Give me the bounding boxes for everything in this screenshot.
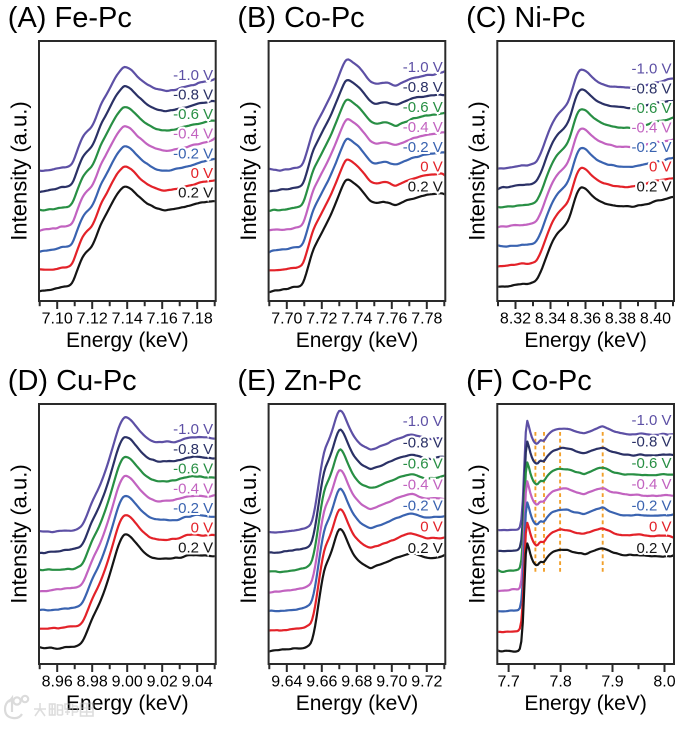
svg-text:-0.4 V: -0.4 V bbox=[403, 477, 443, 494]
svg-text:9.00: 9.00 bbox=[112, 674, 143, 691]
svg-text:Intensity (a.u.): Intensity (a.u.) bbox=[465, 464, 490, 603]
svg-text:-0.2 V: -0.2 V bbox=[631, 497, 671, 514]
svg-text:-0.2 V: -0.2 V bbox=[173, 145, 213, 162]
svg-text:7.8: 7.8 bbox=[549, 674, 571, 691]
svg-text:0.2 V: 0.2 V bbox=[408, 179, 443, 196]
svg-text:7.10: 7.10 bbox=[42, 311, 73, 328]
svg-text:(F) Co-Pc: (F) Co-Pc bbox=[466, 365, 592, 397]
svg-text:7.72: 7.72 bbox=[306, 311, 337, 328]
svg-text:-0.4 V: -0.4 V bbox=[631, 476, 671, 493]
svg-text:0.2 V: 0.2 V bbox=[178, 185, 213, 202]
svg-text:-0.4 V: -0.4 V bbox=[403, 119, 443, 136]
svg-text:8.98: 8.98 bbox=[77, 674, 108, 691]
svg-text:-0.6 V: -0.6 V bbox=[173, 461, 213, 478]
svg-text:7.12: 7.12 bbox=[77, 311, 108, 328]
svg-text:Intensity (a.u.): Intensity (a.u.) bbox=[6, 101, 31, 240]
svg-text:Energy (keV): Energy (keV) bbox=[66, 692, 189, 715]
svg-text:-0.8 V: -0.8 V bbox=[631, 80, 671, 97]
svg-text:0 V: 0 V bbox=[191, 165, 214, 182]
svg-text:7.76: 7.76 bbox=[376, 311, 407, 328]
svg-text:7.78: 7.78 bbox=[411, 311, 442, 328]
svg-text:0.2 V: 0.2 V bbox=[178, 539, 213, 556]
svg-text:-0.6 V: -0.6 V bbox=[173, 106, 213, 123]
svg-text:Intensity (a.u.): Intensity (a.u.) bbox=[465, 101, 490, 240]
svg-text:7.18: 7.18 bbox=[182, 311, 213, 328]
svg-text:-0.8 V: -0.8 V bbox=[403, 434, 443, 451]
svg-text:0 V: 0 V bbox=[420, 159, 443, 176]
svg-text:-1.0 V: -1.0 V bbox=[173, 421, 213, 438]
svg-text:Energy (keV): Energy (keV) bbox=[66, 329, 189, 352]
svg-text:-0.4 V: -0.4 V bbox=[173, 126, 213, 143]
svg-text:Energy (keV): Energy (keV) bbox=[524, 692, 647, 715]
svg-text:9.72: 9.72 bbox=[411, 674, 442, 691]
svg-text:-0.8 V: -0.8 V bbox=[173, 87, 213, 104]
svg-text:(B) Co-Pc: (B) Co-Pc bbox=[237, 2, 364, 34]
svg-text:8.0: 8.0 bbox=[653, 674, 675, 691]
svg-text:8.96: 8.96 bbox=[42, 674, 73, 691]
svg-text:Energy (keV): Energy (keV) bbox=[296, 692, 419, 715]
svg-text:0 V: 0 V bbox=[649, 519, 672, 536]
svg-text:-0.2 V: -0.2 V bbox=[403, 498, 443, 515]
svg-text:Intensity (a.u.): Intensity (a.u.) bbox=[6, 464, 31, 603]
svg-text:-0.6 V: -0.6 V bbox=[403, 99, 443, 116]
svg-text:(A) Fe-Pc: (A) Fe-Pc bbox=[8, 2, 132, 34]
svg-text:8.40: 8.40 bbox=[640, 311, 671, 328]
svg-text:-0.8 V: -0.8 V bbox=[403, 79, 443, 96]
svg-text:Intensity (a.u.): Intensity (a.u.) bbox=[236, 101, 261, 240]
svg-text:-1.0 V: -1.0 V bbox=[403, 413, 443, 430]
svg-text:0 V: 0 V bbox=[649, 159, 672, 176]
svg-text:8.34: 8.34 bbox=[535, 311, 566, 328]
svg-text:Intensity (a.u.): Intensity (a.u.) bbox=[236, 464, 261, 603]
svg-text:7.7: 7.7 bbox=[497, 674, 519, 691]
svg-text:9.68: 9.68 bbox=[341, 674, 372, 691]
svg-text:-0.6 V: -0.6 V bbox=[631, 455, 671, 472]
svg-text:0.2 V: 0.2 V bbox=[636, 540, 671, 557]
svg-text:0 V: 0 V bbox=[191, 520, 214, 537]
svg-text:-0.2 V: -0.2 V bbox=[631, 139, 671, 156]
svg-text:8.32: 8.32 bbox=[500, 311, 531, 328]
svg-text:-0.8 V: -0.8 V bbox=[631, 434, 671, 451]
svg-text:-0.6 V: -0.6 V bbox=[403, 455, 443, 472]
svg-text:-1.0 V: -1.0 V bbox=[173, 67, 213, 84]
svg-text:9.66: 9.66 bbox=[306, 674, 337, 691]
svg-text:(D) Cu-Pc: (D) Cu-Pc bbox=[8, 365, 137, 397]
svg-text:7.9: 7.9 bbox=[601, 674, 623, 691]
svg-text:7.16: 7.16 bbox=[147, 311, 178, 328]
svg-text:-1.0 V: -1.0 V bbox=[631, 412, 671, 429]
svg-text:-0.2 V: -0.2 V bbox=[403, 139, 443, 156]
svg-text:0.2 V: 0.2 V bbox=[636, 178, 671, 195]
svg-text:-0.2 V: -0.2 V bbox=[173, 500, 213, 517]
svg-text:9.64: 9.64 bbox=[271, 674, 302, 691]
svg-text:7.70: 7.70 bbox=[271, 311, 302, 328]
svg-text:Energy (keV): Energy (keV) bbox=[296, 329, 419, 352]
svg-text:7.14: 7.14 bbox=[112, 311, 143, 328]
svg-text:0 V: 0 V bbox=[420, 519, 443, 536]
svg-text:8.38: 8.38 bbox=[605, 311, 636, 328]
svg-text:-0.6 V: -0.6 V bbox=[631, 100, 671, 117]
svg-text:-0.4 V: -0.4 V bbox=[173, 480, 213, 497]
svg-text:9.02: 9.02 bbox=[147, 674, 178, 691]
svg-text:9.04: 9.04 bbox=[182, 674, 213, 691]
svg-text:8.36: 8.36 bbox=[570, 311, 601, 328]
svg-text:-1.0 V: -1.0 V bbox=[403, 59, 443, 76]
svg-text:Energy (keV): Energy (keV) bbox=[524, 329, 647, 352]
svg-text:-0.8 V: -0.8 V bbox=[173, 441, 213, 458]
svg-text:9.70: 9.70 bbox=[376, 674, 407, 691]
svg-text:(C) Ni-Pc: (C) Ni-Pc bbox=[466, 2, 585, 34]
svg-text:(E) Zn-Pc: (E) Zn-Pc bbox=[237, 365, 361, 397]
svg-text:-0.4 V: -0.4 V bbox=[631, 120, 671, 137]
svg-text:-1.0 V: -1.0 V bbox=[631, 61, 671, 78]
svg-text:7.74: 7.74 bbox=[341, 311, 372, 328]
svg-text:0.2 V: 0.2 V bbox=[408, 540, 443, 557]
